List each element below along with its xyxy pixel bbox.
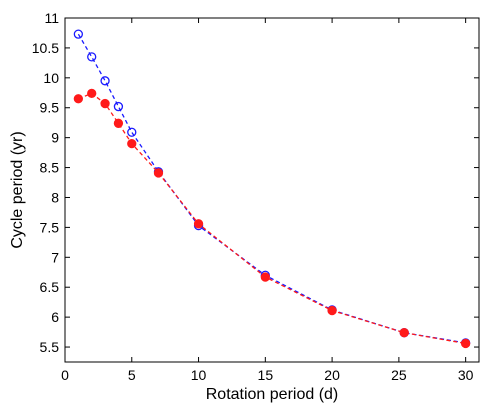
plot-area — [64, 17, 480, 363]
y-tick-label: 8.5 — [40, 160, 60, 176]
data-point — [127, 138, 137, 149]
x-tick-label: 0 — [61, 367, 69, 383]
y-tick-label: 6.5 — [40, 279, 60, 295]
y-tick-label: 8 — [51, 189, 59, 205]
y-tick-label: 5.5 — [40, 339, 60, 355]
x-tick-label: 30 — [458, 367, 474, 383]
data-point — [113, 101, 124, 112]
data-point — [327, 305, 337, 316]
x-axis-title: Rotation period (d) — [206, 386, 339, 403]
data-point — [460, 338, 471, 349]
data-point — [87, 88, 97, 99]
series-layer — [73, 29, 471, 349]
y-tick-label: 7.5 — [40, 219, 60, 235]
series-1 — [73, 88, 471, 349]
axis-ticks: 0 5 10 15 20 25 30 5.5 6 6.5 7 7.5 8 8.5 9 9.5 10 10.5 11 — [32, 10, 479, 383]
y-axis-title: Cycle period (yr) — [9, 131, 26, 248]
y-tick-label: 7 — [51, 249, 59, 265]
y-tick-label: 9 — [51, 130, 59, 146]
data-point — [260, 272, 270, 282]
data-point — [73, 94, 84, 104]
data-point — [127, 127, 137, 137]
data-point — [100, 76, 110, 86]
data-point — [73, 29, 84, 39]
y-tick-label: 11 — [44, 10, 59, 26]
x-tick-label: 10 — [191, 367, 207, 383]
data-point — [100, 98, 110, 109]
y-tick-label: 10.5 — [32, 40, 59, 56]
x-tick-label: 20 — [324, 367, 340, 383]
data-point — [399, 328, 409, 338]
x-tick-label: 25 — [391, 367, 407, 383]
x-tick-label: 5 — [128, 367, 136, 383]
y-tick-label: 10 — [43, 70, 59, 86]
data-point — [87, 52, 97, 62]
x-tick-label: 15 — [258, 367, 274, 383]
data-point — [193, 219, 204, 229]
y-tick-label: 6 — [51, 309, 59, 325]
data-point — [153, 168, 164, 178]
data-point — [113, 118, 124, 128]
y-tick-label: 9.5 — [40, 100, 60, 116]
series-line — [77, 33, 466, 344]
